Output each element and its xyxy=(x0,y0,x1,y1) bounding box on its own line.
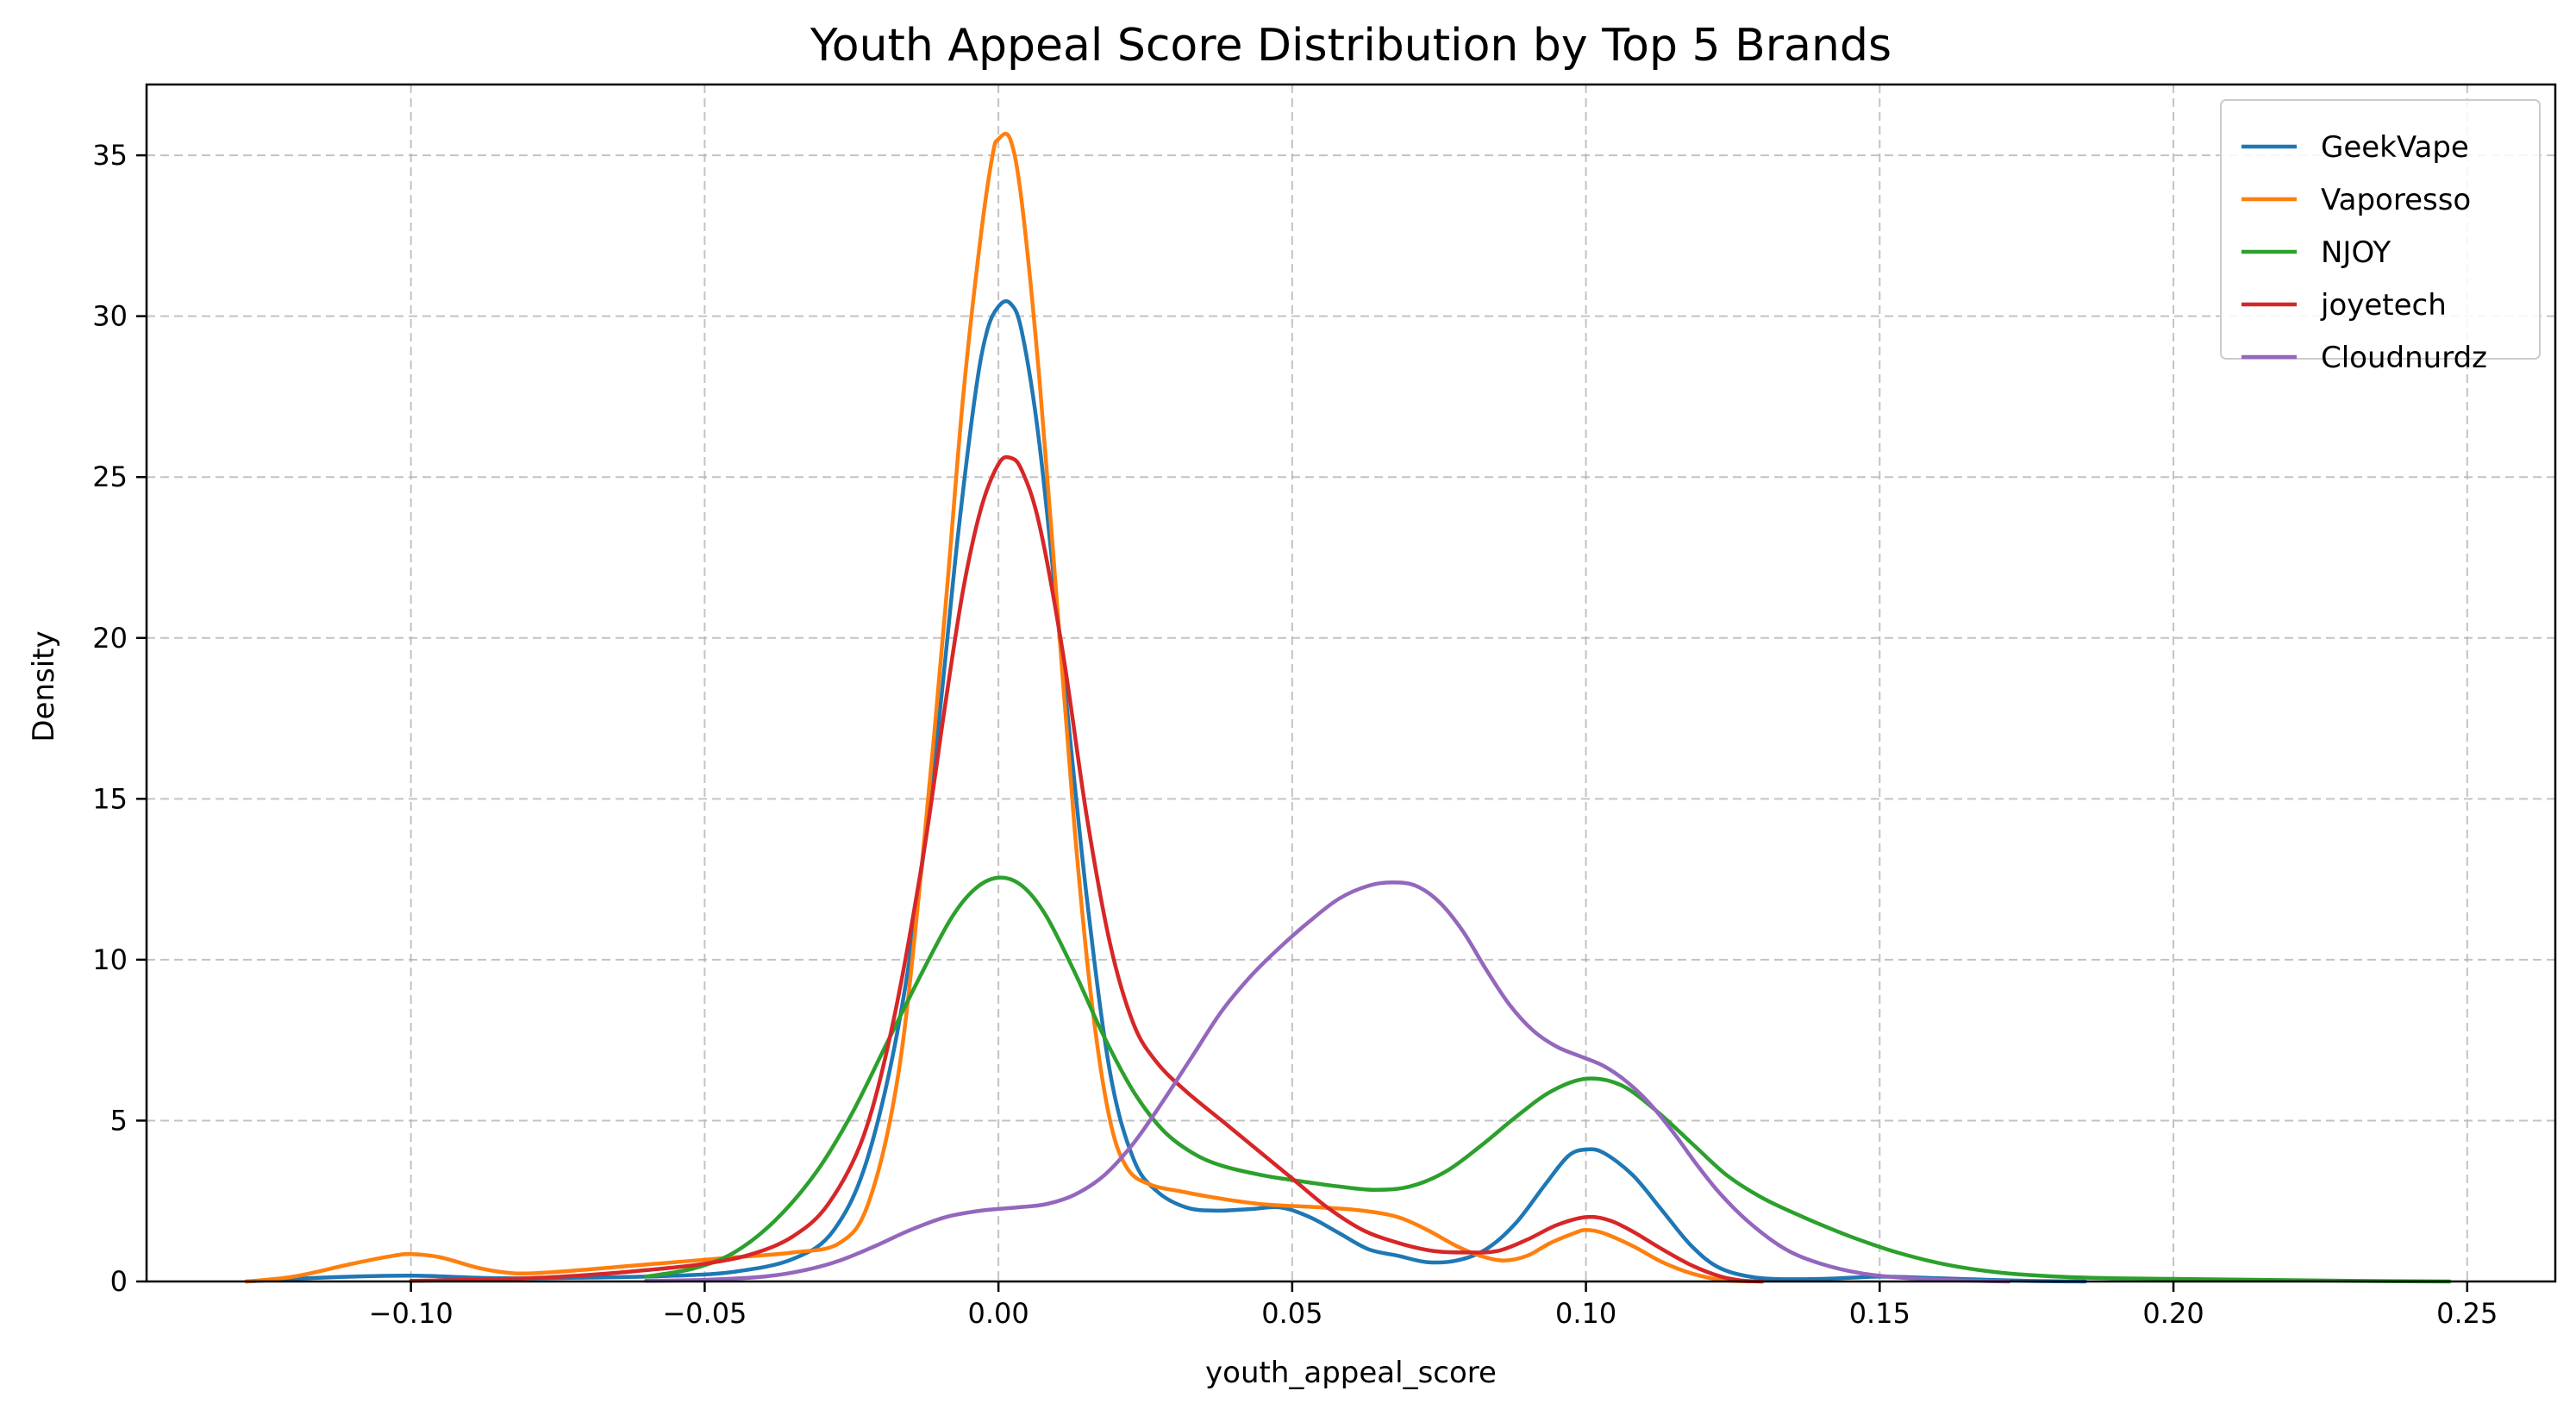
grid xyxy=(147,85,2555,1282)
series-group xyxy=(244,131,2452,1284)
legend-label-njoy: NJOY xyxy=(2321,235,2391,270)
legend-box xyxy=(2220,99,2541,360)
y-tick-label: 10 xyxy=(92,943,128,976)
y-tick-label: 5 xyxy=(110,1104,128,1137)
x-tick-label: 0.15 xyxy=(1849,1297,1910,1330)
x-tick-label: 0.10 xyxy=(1555,1297,1616,1330)
x-tick-label: 0.05 xyxy=(1261,1297,1322,1330)
x-tick-label: 0.25 xyxy=(2436,1297,2498,1330)
y-tick-label: 35 xyxy=(92,139,128,172)
x-axis-label: youth_appeal_score xyxy=(1205,1356,1497,1390)
y-tick-label: 0 xyxy=(110,1265,128,1298)
series-line-vaporesso xyxy=(244,131,1753,1284)
legend: GeekVape Vaporesso NJOY joyetech Cloudnurdz xyxy=(2220,99,2541,375)
legend-label-vaporesso: Vaporesso xyxy=(2321,183,2471,217)
legend-label-cloudnurdz: Cloudnurdz xyxy=(2321,341,2487,375)
y-axis-label: Density xyxy=(27,630,61,742)
y-tick-label: 15 xyxy=(92,782,128,815)
plot-frame xyxy=(145,83,2557,1283)
x-tick-label: 0.00 xyxy=(967,1297,1029,1330)
y-tick-label: 20 xyxy=(92,622,128,655)
chart-title: Youth Appeal Score Distribution by Top 5… xyxy=(810,20,1891,72)
y-tick-label: 30 xyxy=(92,300,128,333)
series-line-njoy xyxy=(643,875,2452,1284)
y-axis-ticks: 0 5 10 15 20 25 30 35 xyxy=(92,139,147,1298)
x-tick-label: −0.10 xyxy=(369,1297,453,1330)
y-tick-label: 25 xyxy=(92,461,128,493)
legend-label-geekvape: GeekVape xyxy=(2321,130,2469,165)
x-axis-ticks: −0.10 −0.05 0.00 0.05 0.10 0.15 0.20 0.25 xyxy=(369,1281,2498,1330)
x-tick-label: 0.20 xyxy=(2142,1297,2204,1330)
x-tick-label: −0.05 xyxy=(662,1297,747,1330)
series-line-joyetech xyxy=(409,454,1765,1284)
series-line-cloudnurdz xyxy=(643,880,2011,1284)
series-line-geekvape xyxy=(244,298,2088,1284)
legend-label-joyetech: joyetech xyxy=(2320,288,2447,323)
